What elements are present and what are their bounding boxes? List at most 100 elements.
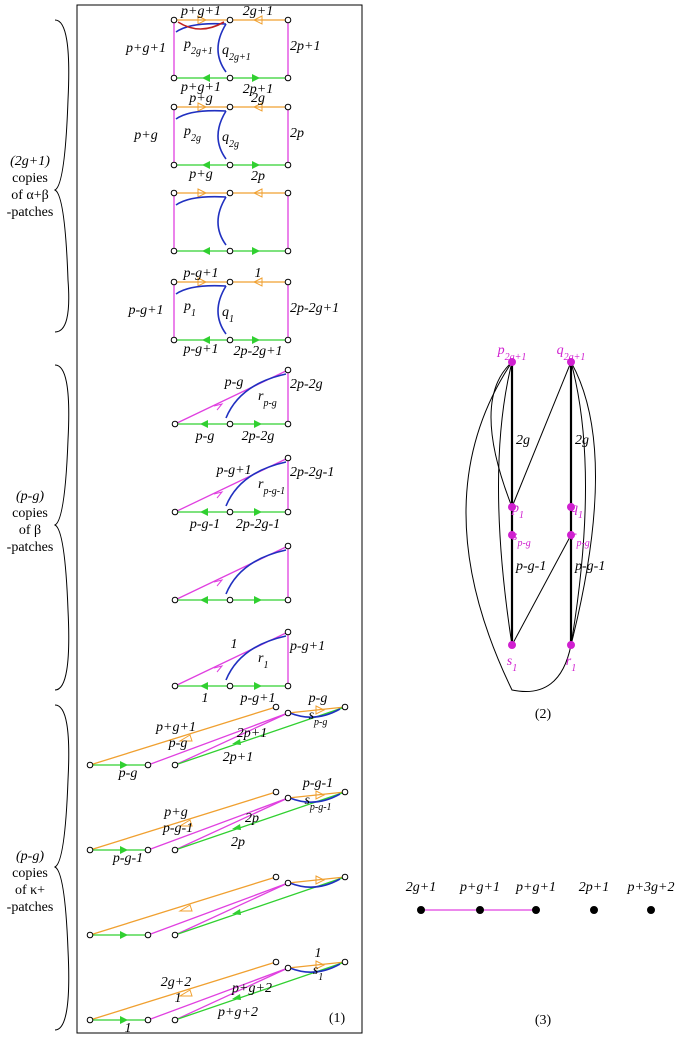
arrow: [202, 161, 210, 169]
label-sub: p-g: [313, 717, 327, 728]
vertex: [272, 873, 280, 881]
vertex: [171, 682, 179, 690]
label: p-g-1: [189, 517, 220, 532]
arrow: [315, 705, 326, 715]
label: p+3g+2: [627, 880, 675, 895]
label: p+g: [163, 805, 187, 820]
vertex: [476, 906, 484, 914]
label-base: s: [309, 708, 315, 723]
label: s1: [507, 654, 517, 674]
vertex: [226, 103, 234, 111]
arrow: [252, 15, 263, 25]
label: q2g: [222, 130, 239, 150]
vertex: [226, 420, 234, 428]
arrow: [252, 102, 263, 112]
edge: [147, 797, 289, 851]
label: p-g: [224, 375, 244, 390]
vertex: [284, 596, 292, 604]
label-base: r: [258, 389, 264, 404]
vertex: [86, 761, 94, 769]
vertex: [144, 846, 152, 854]
curve: [570, 361, 596, 646]
arrow: [252, 336, 260, 344]
arrow: [232, 739, 241, 745]
edge: [511, 361, 572, 508]
vertex: [170, 278, 178, 286]
arrow: [254, 420, 262, 428]
curve: [289, 878, 341, 888]
label: 2p+1: [579, 880, 609, 895]
vertex: [284, 74, 292, 82]
label-sub: 1: [318, 972, 323, 983]
label: 2g: [251, 91, 265, 106]
label: p-g: [195, 429, 215, 444]
label: 1: [255, 266, 262, 281]
label: 1: [175, 991, 182, 1006]
arrow: [197, 102, 208, 112]
arrow: [315, 960, 326, 970]
label: p+g+1: [180, 4, 221, 19]
vertex: [86, 931, 94, 939]
label: p1: [511, 501, 524, 521]
label: 2p+1: [223, 750, 253, 765]
label: (2g+1): [10, 154, 50, 169]
vertex: [86, 1016, 94, 1024]
edge: [174, 797, 289, 851]
edge: [89, 791, 277, 851]
curve: [289, 793, 341, 803]
label: 2p+1: [237, 726, 267, 741]
vertex: [144, 761, 152, 769]
vertex: [284, 189, 292, 197]
label: p2g+1: [183, 37, 213, 57]
vertex: [171, 846, 179, 854]
label: p-g+1: [182, 342, 218, 357]
label-sub: p-g: [262, 398, 276, 409]
label-base: s: [507, 654, 513, 669]
label: 2p-2g+1: [290, 301, 339, 316]
arrow: [254, 596, 262, 604]
label-base: p: [183, 124, 191, 139]
label-base: p: [497, 343, 505, 358]
arrow: [252, 161, 260, 169]
vertex: [226, 247, 234, 255]
label: p-g+1: [239, 691, 275, 706]
arrow: [252, 277, 263, 287]
label: q2g+1: [557, 343, 586, 363]
vertex: [567, 358, 575, 366]
label-sub: 1: [578, 510, 583, 521]
label-base: q: [557, 343, 564, 358]
arrow: [315, 790, 326, 800]
label: p+g+1: [155, 720, 196, 735]
label-base: r: [258, 477, 264, 492]
label: 1: [315, 946, 322, 961]
curve: [570, 361, 586, 646]
label: p-g+1: [289, 639, 325, 654]
edge: [89, 961, 277, 1021]
label: p+g+1: [180, 80, 221, 95]
vertex: [272, 703, 280, 711]
label: p+g+1: [515, 880, 556, 895]
vertex: [171, 508, 179, 516]
arrow: [254, 682, 262, 690]
label-base: q: [222, 43, 229, 58]
vertex: [226, 682, 234, 690]
vertex: [567, 531, 575, 539]
brace: [53, 19, 70, 333]
label: p-g-1: [162, 821, 193, 836]
label-sub: p-g: [575, 538, 589, 549]
label: p-g-1: [302, 776, 333, 791]
vertex: [226, 74, 234, 82]
label-base: p: [183, 299, 191, 314]
vertex: [284, 336, 292, 344]
curve: [217, 23, 227, 73]
label: copies: [12, 171, 48, 186]
label: 1: [202, 691, 209, 706]
arrow: [120, 1016, 128, 1024]
vertex: [284, 794, 292, 802]
vertex: [590, 906, 598, 914]
vertex: [284, 964, 292, 972]
curve: [225, 549, 287, 595]
label: 2p-2g: [290, 377, 323, 392]
label-base: p: [511, 501, 519, 516]
label: -patches: [7, 540, 54, 555]
